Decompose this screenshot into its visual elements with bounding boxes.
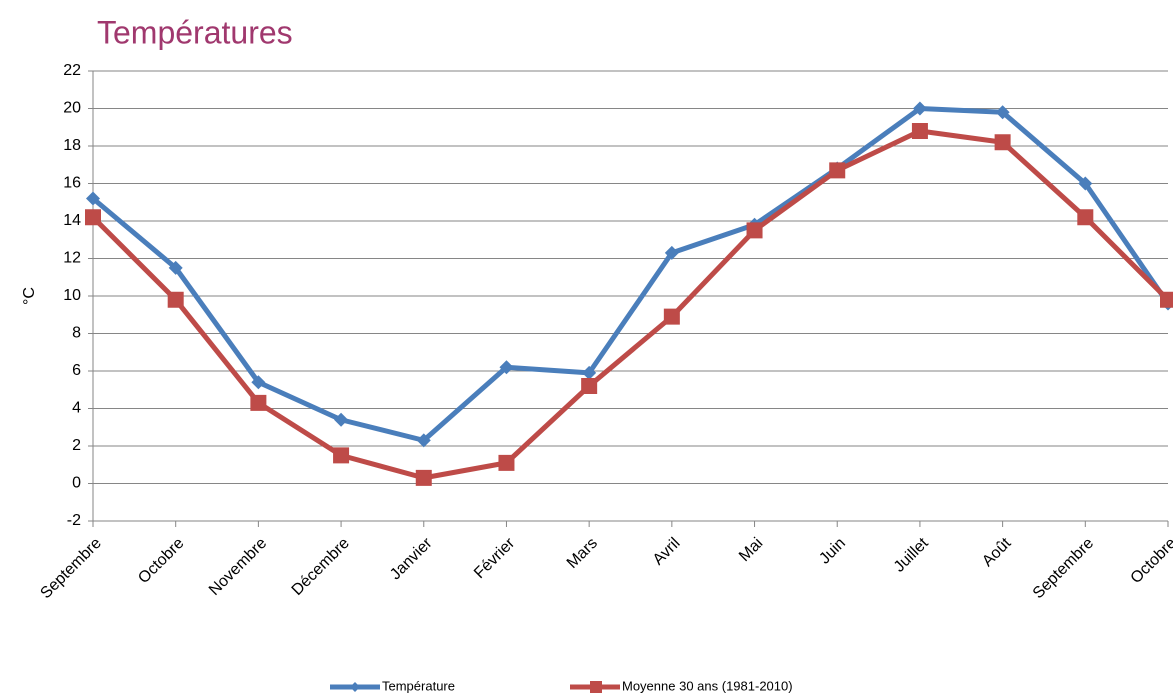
marker xyxy=(333,447,350,464)
legend-item: Température xyxy=(330,678,455,693)
marker xyxy=(664,245,679,260)
marker xyxy=(250,394,267,411)
marker xyxy=(582,365,597,380)
y-tick-label: 14 xyxy=(63,212,81,229)
y-tick-label: 10 xyxy=(63,287,81,304)
marker xyxy=(663,308,680,325)
x-tick-label: Juin xyxy=(816,535,849,568)
marker xyxy=(746,222,763,239)
marker xyxy=(498,454,515,471)
marker xyxy=(416,433,431,448)
marker xyxy=(85,209,101,226)
x-tick-label: Août xyxy=(979,534,1015,570)
marker xyxy=(995,105,1010,120)
legend-marker xyxy=(350,682,360,692)
marker xyxy=(86,191,100,206)
x-tick-label: Janvier xyxy=(387,534,436,583)
y-tick-label: 16 xyxy=(63,175,81,192)
x-tick-label: Novembre xyxy=(206,535,270,599)
y-tick-label: 8 xyxy=(72,325,81,342)
x-tick-label: Octobre xyxy=(1128,535,1173,587)
y-tick-label: 22 xyxy=(63,62,81,79)
marker xyxy=(911,123,928,139)
x-tick-label: Octobre xyxy=(135,535,187,587)
legend-label: Température xyxy=(382,678,455,693)
x-tick-label: Mars xyxy=(564,535,601,572)
y-tick-label: 4 xyxy=(72,400,81,417)
legend-item: Moyenne 30 ans (1981-2010) xyxy=(570,678,793,693)
y-tick-label: 0 xyxy=(72,475,81,492)
y-tick-label: 2 xyxy=(72,437,81,454)
marker xyxy=(499,360,514,375)
x-tick-label: Septembre xyxy=(1030,535,1097,602)
legend-marker xyxy=(590,681,602,693)
series-line xyxy=(91,106,1171,443)
x-tick-label: Mai xyxy=(736,535,766,565)
marker xyxy=(1078,176,1093,191)
marker xyxy=(829,162,846,179)
y-axis-label: °C xyxy=(21,287,38,305)
y-tick-label: -2 xyxy=(67,512,81,529)
marker xyxy=(581,378,598,394)
y-tick-label: 12 xyxy=(63,250,81,267)
y-tick-label: 20 xyxy=(63,100,81,117)
x-tick-label: Décembre xyxy=(289,535,353,599)
x-tick-label: Juillet xyxy=(891,534,932,575)
marker xyxy=(251,375,266,390)
y-tick-label: 6 xyxy=(72,362,81,379)
marker xyxy=(912,101,927,116)
series-line xyxy=(91,128,1170,481)
marker xyxy=(334,412,349,427)
marker xyxy=(994,134,1011,151)
marker xyxy=(167,291,184,308)
marker xyxy=(168,260,183,275)
marker xyxy=(1160,291,1173,308)
x-tick-label: Septembre xyxy=(37,535,104,602)
marker xyxy=(1077,209,1094,226)
marker xyxy=(415,469,432,486)
x-tick-label: Avril xyxy=(650,535,684,569)
chart-title: Températures xyxy=(97,14,293,50)
y-tick-label: 18 xyxy=(63,137,81,154)
legend-label: Moyenne 30 ans (1981-2010) xyxy=(622,678,793,693)
x-tick-label: Février xyxy=(471,534,519,582)
